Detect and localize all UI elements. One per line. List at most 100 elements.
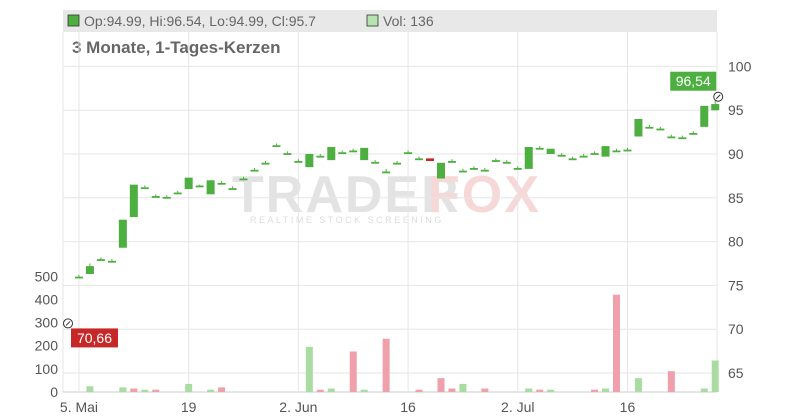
price-tick-label: 95 (728, 102, 744, 118)
candle-up (601, 146, 610, 157)
candle-up (590, 153, 599, 155)
candle-up (612, 150, 621, 153)
volume-bar (316, 389, 324, 392)
volume-tick-label: 0 (50, 384, 58, 400)
candle-up (228, 188, 237, 190)
volume-tick-label: 500 (35, 268, 59, 284)
time-tick-label: 16 (400, 399, 416, 415)
candle-up (338, 152, 347, 155)
price-tick-label: 70 (728, 321, 744, 337)
volume-tick-label: 300 (35, 315, 59, 331)
high-price-label: 96,54 (676, 73, 711, 89)
low-price-label: 70,66 (77, 330, 112, 346)
high-marker-tick (715, 94, 721, 100)
volume-bar (437, 378, 445, 392)
header-bar (63, 10, 717, 32)
candle-up (371, 161, 380, 164)
candle-up (700, 105, 709, 127)
candle-up (217, 182, 226, 185)
candle-up (557, 154, 566, 157)
watermark-brand-right: FOX (428, 166, 541, 224)
volume-bar (448, 388, 456, 392)
volume-bar (602, 388, 610, 392)
candle-up (250, 169, 259, 172)
candle-up (294, 161, 303, 163)
volume-bar (711, 360, 719, 392)
candle-up (283, 153, 292, 155)
candle-up (151, 196, 160, 198)
candle-up (491, 160, 500, 162)
candle-up (173, 192, 182, 195)
volume-bar (536, 389, 544, 392)
candle-up (415, 158, 424, 161)
grid (62, 32, 718, 393)
candle-up (404, 152, 413, 155)
price-tick-label: 85 (728, 190, 744, 206)
volume-bar (119, 387, 127, 392)
candle-up (96, 259, 105, 261)
candle-up (667, 136, 676, 139)
candle-up (546, 148, 555, 154)
time-tick-label: 5. Mai (60, 399, 98, 415)
price-tick-label: 65 (728, 365, 744, 381)
candle-up (634, 118, 643, 137)
candle-up (623, 149, 632, 152)
ohlc-legend-swatch (67, 14, 80, 27)
candle-up (316, 155, 325, 158)
volume-bar (547, 389, 555, 392)
candle-up (107, 260, 116, 263)
volume-bar (700, 388, 708, 392)
volume-bar (613, 294, 620, 392)
volume-bar (185, 383, 193, 392)
candle-up (118, 219, 127, 248)
volume-bar (305, 346, 313, 392)
volume-bar (349, 351, 357, 392)
volume-bar (459, 383, 467, 392)
period-label: 3 Monate, 1-Tages-Kerzen (72, 38, 280, 57)
price-tick-label: 100 (728, 58, 752, 74)
price-tick-label: 80 (728, 234, 744, 250)
volume-bar (327, 388, 335, 392)
volume-bar (130, 388, 138, 392)
candle-up (74, 276, 83, 279)
volume-bar (207, 389, 215, 392)
volume-tick-label: 400 (35, 291, 59, 307)
candle-up (129, 184, 138, 218)
low-price-tag (71, 328, 118, 348)
watermark-brand-left: TRADER (232, 166, 461, 224)
volume-bar (218, 387, 226, 392)
candle-up (195, 185, 204, 188)
volume-bars (86, 294, 719, 392)
time-tick-label: 2. Jun (279, 399, 317, 415)
volume-legend-swatch (366, 14, 379, 27)
candle-up (184, 177, 193, 190)
volume-bar (415, 389, 423, 392)
candle-up (327, 146, 336, 161)
candle-down (426, 158, 435, 162)
volume-bar (481, 388, 489, 392)
candle-up (272, 145, 281, 148)
candle-up (436, 162, 445, 179)
candle-up (305, 154, 314, 168)
low-marker-tick (65, 321, 71, 326)
volume-bar (667, 371, 675, 392)
volume-bar (86, 386, 94, 392)
candle-up (513, 168, 522, 170)
volume-tick-label: 100 (35, 361, 59, 377)
ohlc-readout: Op:94.99, Hi:96.54, Lo:94.99, Cl:95.7 (84, 13, 316, 29)
candle-up (645, 126, 654, 129)
candle-up (502, 161, 511, 164)
watermark-tagline: REALTIME STOCK SCREENING (250, 215, 444, 225)
volume-bar (525, 388, 533, 392)
candle-up (579, 155, 588, 158)
candle-up (480, 169, 489, 172)
candle-up (524, 146, 533, 169)
candle-up (535, 147, 544, 150)
candle-up (349, 150, 358, 153)
candle-up (206, 180, 215, 195)
time-tick-label: 16 (620, 399, 636, 415)
candle-up (239, 178, 248, 181)
candle-up (261, 162, 270, 165)
volume-tick-label: 200 (35, 338, 59, 354)
candle-up (568, 158, 577, 161)
